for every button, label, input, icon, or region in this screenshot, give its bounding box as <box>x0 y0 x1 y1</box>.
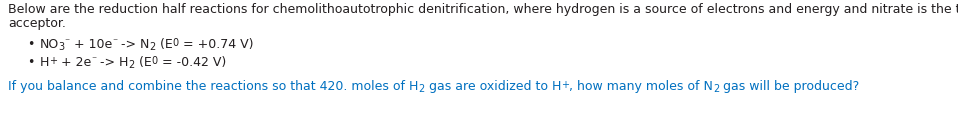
Text: Below are the reduction half reactions for chemolithoautotrophic denitrification: Below are the reduction half reactions f… <box>8 3 958 16</box>
Text: , how many moles of N: , how many moles of N <box>569 80 713 93</box>
Text: 3: 3 <box>58 42 65 52</box>
Text: 0: 0 <box>172 38 179 48</box>
Text: ⁻: ⁻ <box>112 38 117 48</box>
Text: + 10e: + 10e <box>70 38 112 51</box>
Text: acceptor.: acceptor. <box>8 17 66 30</box>
Text: 0: 0 <box>151 56 158 66</box>
Text: If you balance and combine the reactions so that 420. moles of H: If you balance and combine the reactions… <box>8 80 419 93</box>
Text: 2: 2 <box>149 42 156 52</box>
Text: (E: (E <box>135 56 151 69</box>
Text: H: H <box>39 56 49 69</box>
Text: 2: 2 <box>128 60 135 70</box>
Text: (E: (E <box>156 38 172 51</box>
Text: = +0.74 V): = +0.74 V) <box>179 38 253 51</box>
Text: +: + <box>561 80 569 90</box>
Text: •: • <box>28 38 39 51</box>
Text: ⁻: ⁻ <box>65 38 70 48</box>
Text: ⁻: ⁻ <box>91 56 96 66</box>
Text: -> N: -> N <box>117 38 149 51</box>
Text: +: + <box>49 56 57 66</box>
Text: + 2e: + 2e <box>57 56 91 69</box>
Text: •: • <box>28 56 39 69</box>
Text: -> H: -> H <box>96 56 128 69</box>
Text: NO: NO <box>39 38 58 51</box>
Text: = -0.42 V): = -0.42 V) <box>158 56 226 69</box>
Text: gas will be produced?: gas will be produced? <box>719 80 859 93</box>
Text: 2: 2 <box>713 84 719 94</box>
Text: gas are oxidized to H: gas are oxidized to H <box>424 80 561 93</box>
Text: 2: 2 <box>419 84 424 94</box>
